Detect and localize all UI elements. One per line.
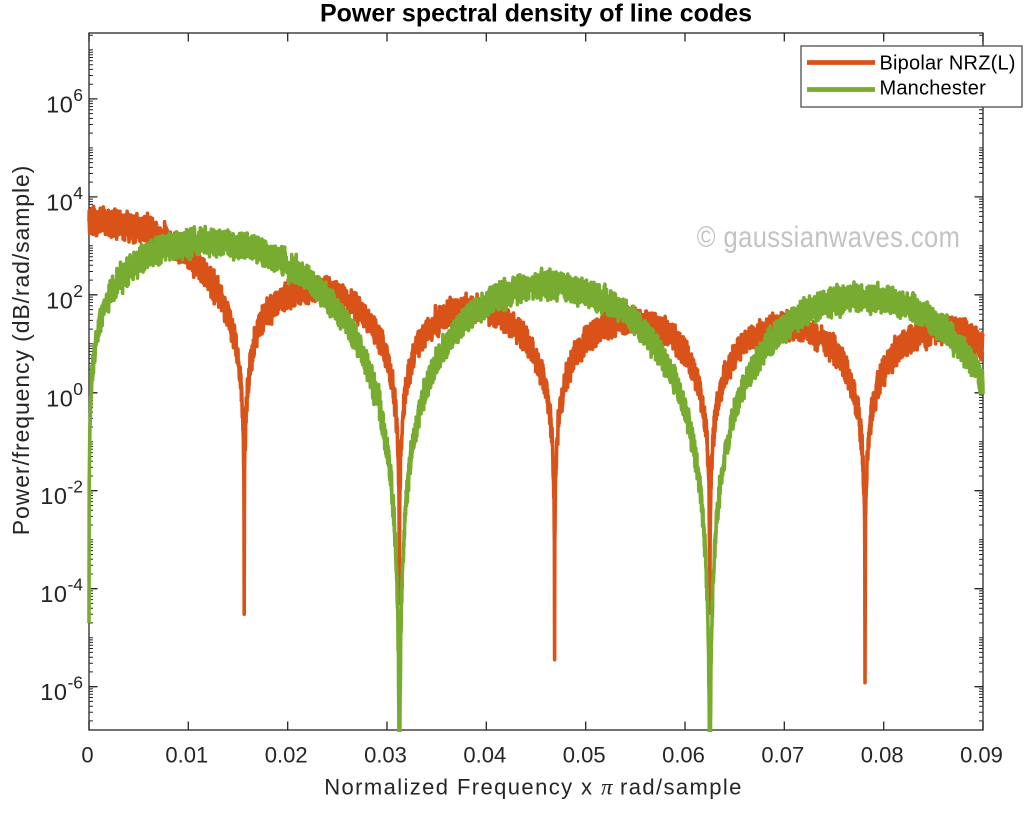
svg-text:0.04: 0.04 xyxy=(463,743,506,768)
svg-text:© gaussianwaves.com: © gaussianwaves.com xyxy=(697,220,960,253)
svg-text:0.09: 0.09 xyxy=(960,743,1003,768)
svg-text:0.07: 0.07 xyxy=(761,743,804,768)
svg-text:0.02: 0.02 xyxy=(265,743,308,768)
svg-text:0.08: 0.08 xyxy=(861,743,904,768)
svg-text:Power/frequency (dB/rad/sample: Power/frequency (dB/rad/sample) xyxy=(8,165,34,536)
svg-text:0.03: 0.03 xyxy=(364,743,407,768)
svg-text:0.05: 0.05 xyxy=(563,743,606,768)
svg-text:0: 0 xyxy=(81,743,93,768)
svg-text:0.06: 0.06 xyxy=(662,743,705,768)
svg-text:Power spectral density of line: Power spectral density of line codes xyxy=(320,0,752,28)
svg-text:Manchester: Manchester xyxy=(880,78,987,100)
svg-text:Bipolar NRZ(L): Bipolar NRZ(L) xyxy=(880,53,1016,75)
svg-text:0.01: 0.01 xyxy=(165,743,208,768)
svg-text:Normalized Frequency x π rad/s: Normalized Frequency x π rad/sample xyxy=(324,775,743,800)
